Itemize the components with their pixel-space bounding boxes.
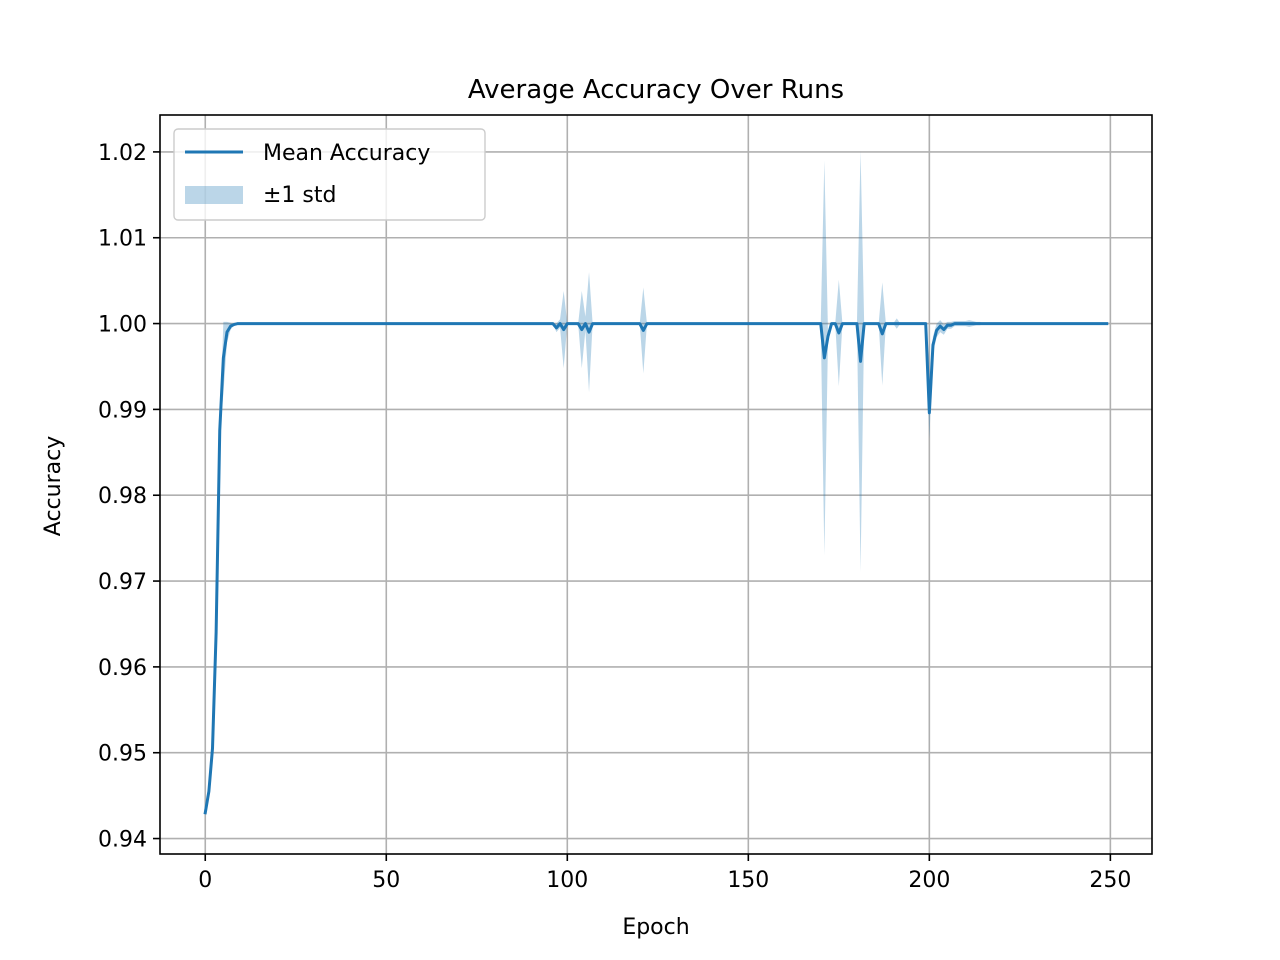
legend-box xyxy=(173,128,486,221)
legend-std-swatch xyxy=(185,186,243,204)
x-tick-label: 0 xyxy=(198,868,212,893)
y-tick-label: 0.96 xyxy=(98,656,147,681)
x-tick-label: 100 xyxy=(546,868,588,893)
x-tick-label: 150 xyxy=(727,868,769,893)
mean-line-layer xyxy=(203,322,1109,815)
y-axis: 0.94 0.95 0.96 0.97 0.98 0.99 1.00 1.01 1.02 xyxy=(98,141,160,853)
legend-std-label: ±1 std xyxy=(263,183,336,208)
y-tick-label: 0.99 xyxy=(98,398,147,423)
mean-accuracy-line xyxy=(203,322,1109,815)
std-band-layer xyxy=(205,151,1107,813)
y-tick-label: 0.94 xyxy=(98,828,147,853)
x-tick-label: 50 xyxy=(372,868,400,893)
legend-mean-label: Mean Accuracy xyxy=(263,141,430,166)
y-axis-label: Accuracy xyxy=(41,436,66,536)
chart-title: Average Accuracy Over Runs xyxy=(468,75,844,105)
grid xyxy=(160,115,1152,854)
y-tick-label: 1.02 xyxy=(98,141,147,166)
plot-frame xyxy=(159,114,1153,855)
x-tick-label: 250 xyxy=(1089,868,1131,893)
x-tick-label: 200 xyxy=(908,868,950,893)
y-tick-label: 0.95 xyxy=(98,742,147,767)
std-band xyxy=(205,151,1107,813)
x-axis: 0 50 100 150 200 250 xyxy=(198,854,1131,893)
x-axis-label: Epoch xyxy=(622,915,689,940)
y-tick-label: 1.01 xyxy=(98,227,147,252)
legend: Mean Accuracy ±1 std xyxy=(173,128,486,221)
y-tick-label: 0.98 xyxy=(98,484,147,509)
y-tick-label: 1.00 xyxy=(98,313,147,338)
y-tick-label: 0.97 xyxy=(98,570,147,595)
